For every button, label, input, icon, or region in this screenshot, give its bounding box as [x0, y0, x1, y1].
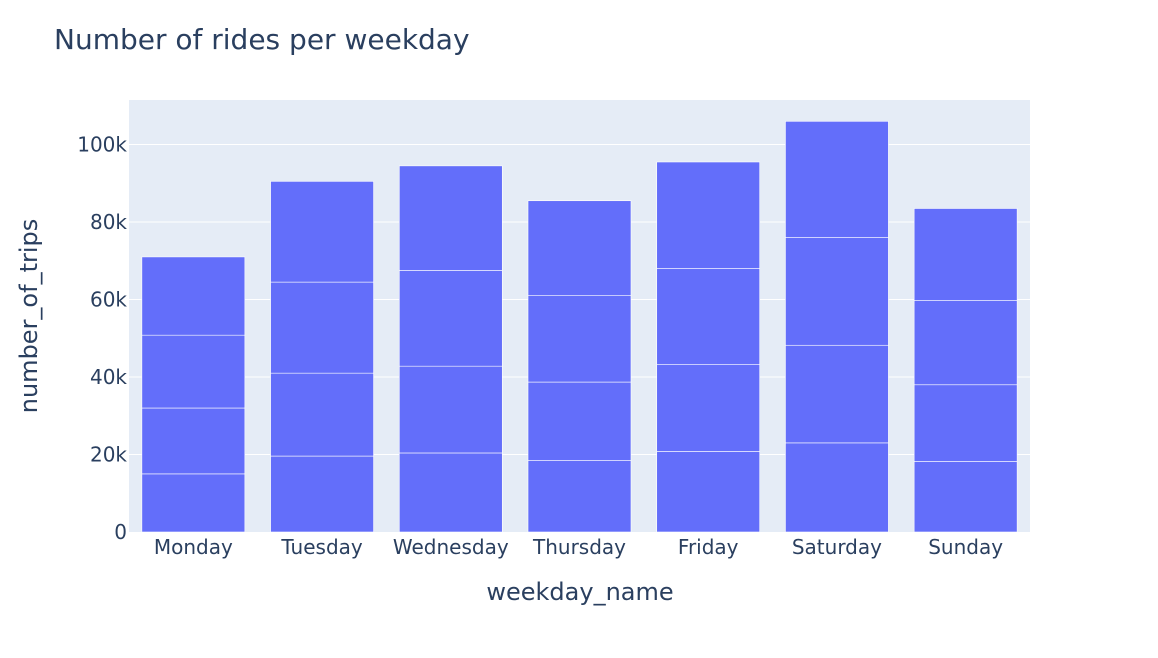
- bar-segment-saturday[interactable]: [785, 121, 889, 238]
- bars: [141, 121, 1018, 533]
- bar-segment-wednesday[interactable]: [398, 365, 503, 454]
- bar-segment-sunday[interactable]: [913, 461, 1018, 533]
- bar-segment-tuesday[interactable]: [270, 372, 374, 457]
- bar-segment-wednesday[interactable]: [398, 270, 503, 367]
- bar-segment-sunday[interactable]: [913, 208, 1018, 301]
- bar-segment-sunday[interactable]: [913, 384, 1018, 462]
- bar-segment-tuesday[interactable]: [270, 181, 374, 283]
- bar-segment-tuesday[interactable]: [270, 281, 374, 374]
- x-tick-label: Tuesday: [280, 535, 363, 559]
- y-axis-ticks: 0 20k 40k 60k 80k 100k: [77, 133, 127, 544]
- y-tick-label: 100k: [77, 133, 127, 157]
- bar-segment-friday[interactable]: [656, 451, 761, 533]
- x-tick-label: Friday: [678, 535, 739, 559]
- bar-segment-monday[interactable]: [141, 473, 246, 533]
- x-tick-label: Monday: [154, 535, 233, 559]
- y-axis-title: number_of_trips: [15, 219, 43, 413]
- x-axis-ticks: Monday Tuesday Wednesday Thursday Friday Satu…: [154, 535, 1003, 559]
- bar-segment-friday[interactable]: [656, 364, 761, 452]
- x-tick-label: Thursday: [532, 535, 626, 559]
- bar-segment-friday[interactable]: [656, 268, 761, 365]
- y-tick-label: 0: [114, 520, 127, 544]
- bar-segment-saturday[interactable]: [785, 344, 889, 444]
- y-tick-label: 80k: [90, 210, 127, 234]
- bar-segment-wednesday[interactable]: [398, 452, 503, 533]
- bar-segment-thursday[interactable]: [527, 460, 632, 533]
- bar-segment-monday[interactable]: [141, 334, 246, 409]
- bar-segment-tuesday[interactable]: [270, 455, 374, 533]
- x-tick-label: Wednesday: [393, 535, 509, 559]
- bar-segment-monday[interactable]: [141, 407, 246, 475]
- x-tick-label: Sunday: [928, 535, 1003, 559]
- bar-segment-monday[interactable]: [141, 256, 246, 336]
- bar-segment-thursday[interactable]: [527, 295, 632, 383]
- y-tick-label: 60k: [90, 288, 127, 312]
- chart-title: Number of rides per weekday: [54, 23, 470, 56]
- x-axis-title: weekday_name: [486, 578, 673, 606]
- x-tick-label: Saturday: [792, 535, 882, 559]
- bar-segment-wednesday[interactable]: [398, 165, 503, 271]
- bar-segment-thursday[interactable]: [527, 381, 632, 461]
- y-tick-label: 40k: [90, 365, 127, 389]
- bar-segment-saturday[interactable]: [785, 442, 889, 533]
- bar-segment-sunday[interactable]: [913, 300, 1018, 386]
- y-tick-label: 20k: [90, 443, 127, 467]
- bar-segment-thursday[interactable]: [527, 200, 632, 296]
- bar-segment-saturday[interactable]: [785, 237, 889, 346]
- bar-segment-friday[interactable]: [656, 161, 761, 269]
